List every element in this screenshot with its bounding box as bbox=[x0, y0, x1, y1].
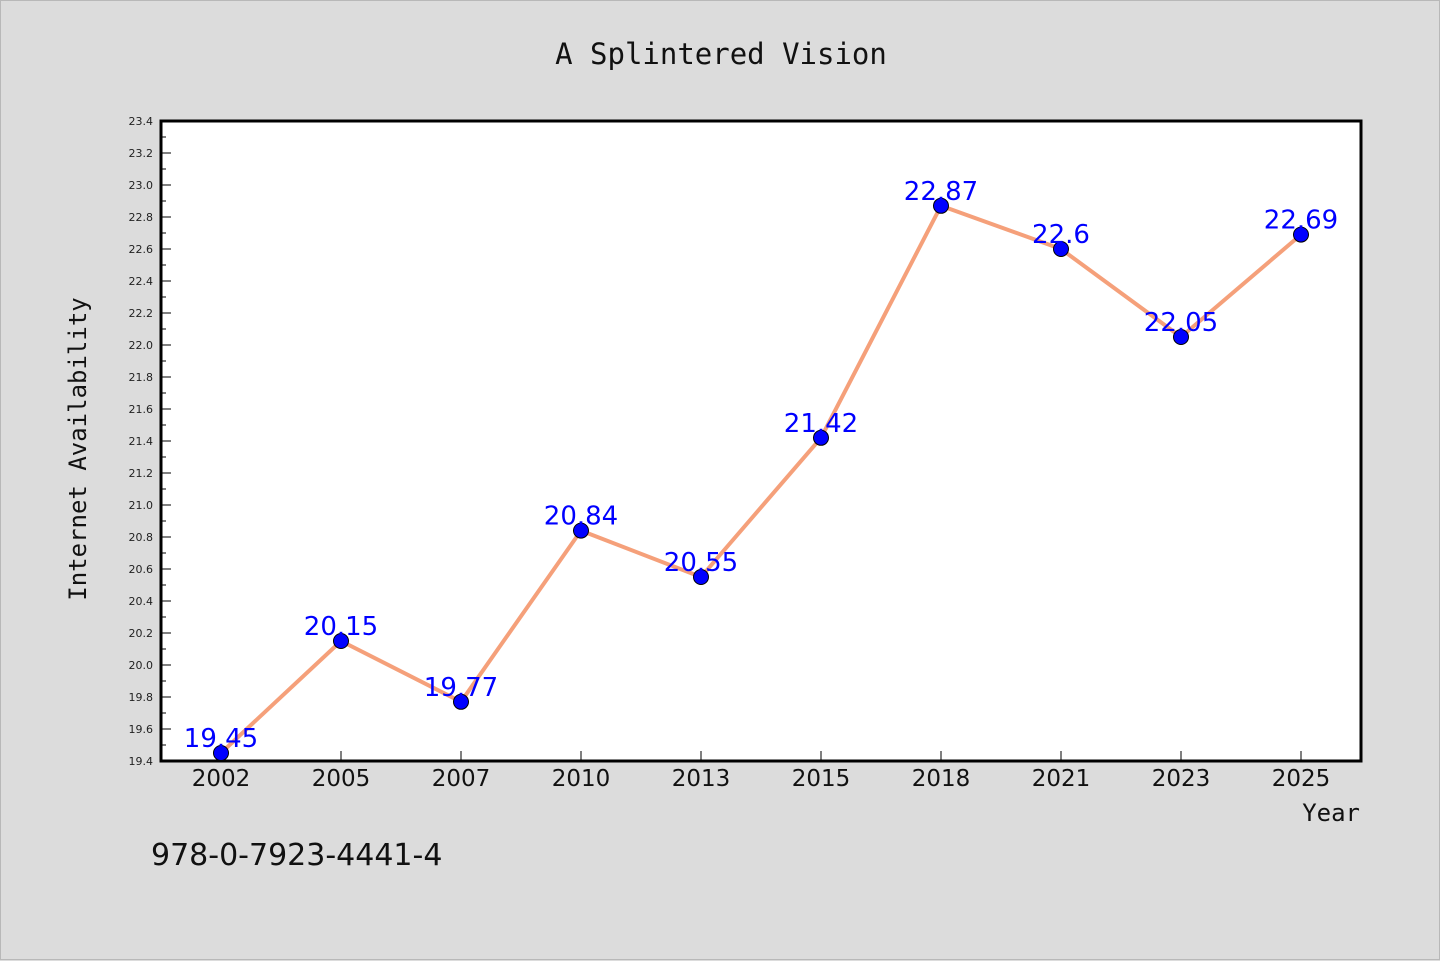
data-point bbox=[933, 197, 949, 214]
y-tick-label: 20.2 bbox=[129, 627, 154, 640]
series-internet-availability bbox=[213, 197, 1309, 761]
data-label: 21.42 bbox=[784, 409, 858, 439]
y-tick-label: 21.2 bbox=[129, 467, 154, 480]
data-point bbox=[1293, 226, 1309, 243]
data-label: 19.45 bbox=[184, 724, 258, 754]
y-axis: 19.4 19.6 19.8 20.0 20.2 20.4 20.6 20.8 21.0 21.2… bbox=[129, 115, 171, 768]
y-tick-label: 22.6 bbox=[129, 243, 154, 256]
x-tick-label: 2021 bbox=[1032, 766, 1091, 792]
data-label: 22.87 bbox=[904, 177, 978, 207]
y-tick-label: 22.2 bbox=[129, 307, 154, 320]
isbn-text: 978-0-7923-4441-4 bbox=[151, 838, 442, 873]
y-tick-label: 19.6 bbox=[129, 723, 154, 736]
y-axis-label: Internet Availability bbox=[64, 297, 92, 600]
y-tick-label: 23.0 bbox=[129, 179, 154, 192]
y-tick-label: 20.0 bbox=[129, 659, 154, 672]
y-tick-label: 21.4 bbox=[129, 435, 154, 448]
x-tick-label: 2018 bbox=[912, 766, 971, 792]
x-tick-label: 2025 bbox=[1272, 766, 1331, 792]
y-tick-label: 20.6 bbox=[129, 563, 154, 576]
x-tick-label: 2005 bbox=[312, 766, 371, 792]
x-tick-label: 2023 bbox=[1152, 766, 1211, 792]
y-tick-label: 21.0 bbox=[129, 499, 154, 512]
x-axis: 2002 2005 2007 2010 2013 2015 2018 2021 2023 2025 bbox=[192, 751, 1331, 792]
x-axis-label: Year bbox=[1302, 799, 1360, 827]
x-tick-label: 2002 bbox=[192, 766, 251, 792]
y-tick-label: 20.4 bbox=[129, 595, 154, 608]
plot-area bbox=[159, 119, 1363, 763]
data-point bbox=[1053, 241, 1069, 257]
x-tick-label: 2015 bbox=[792, 766, 851, 792]
data-point bbox=[453, 693, 469, 710]
y-tick-label: 19.4 bbox=[129, 755, 154, 768]
y-tick-label: 21.8 bbox=[129, 371, 154, 384]
data-label: 20.84 bbox=[544, 502, 618, 532]
data-label: 22.69 bbox=[1264, 206, 1338, 236]
data-point bbox=[813, 429, 829, 446]
series-line bbox=[219, 203, 1303, 755]
y-tick-label: 23.4 bbox=[129, 115, 154, 128]
x-tick-label: 2007 bbox=[432, 766, 491, 792]
y-tick-label: 22.4 bbox=[129, 275, 154, 288]
data-label: 19.77 bbox=[424, 673, 498, 703]
y-tick-label: 21.6 bbox=[129, 403, 154, 416]
data-point bbox=[1173, 329, 1189, 345]
data-point bbox=[573, 522, 589, 539]
x-tick-label: 2010 bbox=[552, 766, 611, 792]
chart-title: A Splintered Vision bbox=[555, 37, 887, 71]
x-tick-label: 2013 bbox=[672, 766, 731, 792]
data-point bbox=[213, 745, 229, 761]
y-tick-label: 19.8 bbox=[129, 691, 154, 704]
data-point bbox=[333, 633, 349, 649]
y-tick-label: 22.0 bbox=[129, 339, 154, 352]
data-label: 22.05 bbox=[1144, 308, 1218, 338]
data-labels: 19.45 20.15 19.77 20.84 20.55 21.42 22.87 22.6 2… bbox=[184, 177, 1338, 754]
data-label: 20.15 bbox=[304, 612, 378, 642]
y-tick-label: 22.8 bbox=[129, 211, 154, 224]
data-label: 20.55 bbox=[664, 548, 738, 578]
y-tick-label: 20.8 bbox=[129, 531, 154, 544]
data-point bbox=[693, 569, 709, 585]
y-tick-label: 23.2 bbox=[129, 147, 154, 160]
data-label: 22.6 bbox=[1032, 220, 1090, 250]
